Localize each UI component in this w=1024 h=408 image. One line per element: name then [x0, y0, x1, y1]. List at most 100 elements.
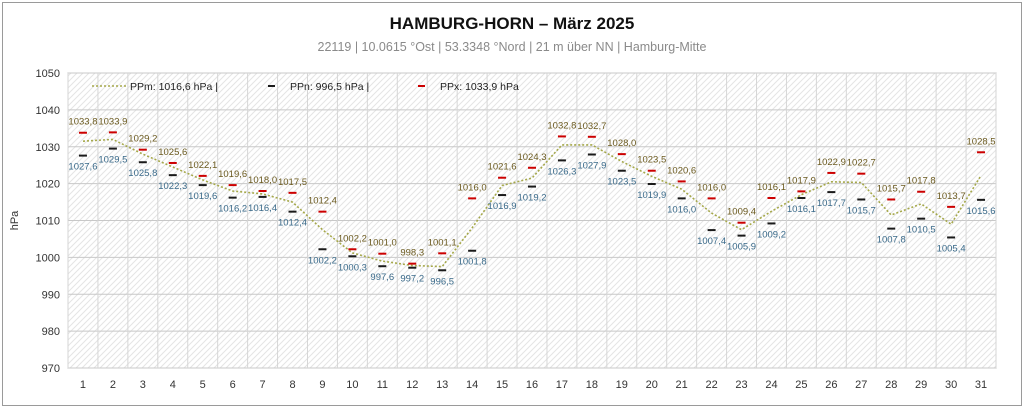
- data-label-ppn: 997,6: [370, 272, 394, 283]
- data-label-ppx: 1020,6: [667, 165, 696, 176]
- data-label-ppx: 1023,5: [637, 155, 666, 166]
- x-tick-label: 23: [735, 379, 747, 391]
- data-label-ppx: 1028,0: [607, 138, 636, 149]
- legend-label-ppx: PPx: 1033,9 hPa: [440, 81, 519, 93]
- x-tick-label: 27: [855, 379, 867, 391]
- data-label-ppx: 1032,7: [577, 121, 606, 132]
- data-label-ppx: 1017,9: [787, 175, 816, 186]
- data-label-ppn: 1027,9: [577, 160, 606, 171]
- data-label-ppn: 1015,6: [967, 206, 996, 217]
- data-label-ppn: 1016,4: [248, 203, 277, 214]
- y-tick-label: 1030: [36, 142, 60, 154]
- data-label-ppx: 1016,0: [458, 182, 487, 193]
- data-label-ppn: 1005,9: [727, 242, 756, 253]
- data-label-ppn: 1015,7: [847, 205, 876, 216]
- data-label-ppx: 1013,7: [937, 191, 966, 202]
- chart-subtitle: 22119 | 10.0615 °Ost | 53.3348 °Nord | 2…: [317, 40, 707, 54]
- x-tick-label: 4: [170, 379, 176, 391]
- y-axis-label: hPa: [9, 210, 21, 230]
- data-label-ppn: 996,5: [430, 276, 454, 287]
- data-label-ppx: 1009,4: [727, 207, 756, 218]
- x-tick-label: 31: [975, 379, 987, 391]
- x-tick-label: 7: [260, 379, 266, 391]
- y-tick-label: 1000: [36, 252, 60, 264]
- data-label-ppx: 1019,6: [218, 169, 247, 180]
- legend-label-ppn: PPn: 996,5 hPa |: [290, 81, 369, 93]
- x-tick-label: 9: [319, 379, 325, 391]
- x-tick-label: 15: [496, 379, 508, 391]
- data-label-ppx: 1032,8: [547, 120, 576, 131]
- x-tick-label: 24: [765, 379, 777, 391]
- data-label-ppx: 1028,5: [967, 136, 996, 147]
- x-tick-label: 6: [230, 379, 236, 391]
- x-tick-label: 16: [526, 379, 538, 391]
- data-label-ppx: 1029,2: [128, 134, 157, 145]
- data-label-ppn: 1019,2: [517, 193, 546, 204]
- data-label-ppx: 1001,0: [368, 238, 397, 249]
- data-label-ppx: 1021,6: [488, 162, 517, 173]
- x-tick-label: 13: [436, 379, 448, 391]
- x-tick-label: 5: [200, 379, 206, 391]
- data-label-ppx: 1022,7: [847, 158, 876, 169]
- x-tick-label: 11: [377, 379, 388, 391]
- data-label-ppx: 1017,8: [907, 176, 936, 187]
- data-label-ppx: 1017,5: [278, 177, 307, 188]
- y-tick-label: 1040: [36, 105, 60, 117]
- data-label-ppn: 1000,3: [338, 262, 367, 273]
- data-label-ppx: 998,3: [400, 248, 424, 259]
- x-tick-label: 3: [140, 379, 146, 391]
- chart-title: HAMBURG-HORN – März 2025: [389, 14, 635, 33]
- x-tick-label: 20: [646, 379, 658, 391]
- data-label-ppn: 1016,2: [218, 204, 247, 215]
- data-label-ppn: 1026,3: [547, 166, 576, 177]
- x-tick-label: 14: [466, 379, 478, 391]
- data-label-ppx: 1016,0: [697, 182, 726, 193]
- data-label-ppn: 1016,0: [667, 204, 696, 215]
- data-label-ppn: 1022,3: [158, 181, 187, 192]
- x-tick-label: 21: [676, 379, 688, 391]
- x-tick-label: 1: [80, 379, 86, 391]
- data-label-ppn: 1016,1: [787, 204, 816, 215]
- data-label-ppx: 1015,7: [877, 183, 906, 194]
- x-tick-label: 10: [346, 379, 358, 391]
- data-label-ppn: 1029,5: [98, 155, 127, 166]
- x-tick-label: 28: [885, 379, 897, 391]
- data-label-ppn: 1023,5: [607, 177, 636, 188]
- data-label-ppx: 1022,9: [817, 157, 846, 168]
- data-label-ppn: 1010,5: [907, 225, 936, 236]
- data-label-ppn: 1001,8: [458, 257, 487, 268]
- x-tick-label: 12: [406, 379, 418, 391]
- data-label-ppx: 1002,2: [338, 233, 367, 244]
- data-label-ppn: 1017,7: [817, 198, 846, 209]
- data-label-ppx: 1033,8: [68, 117, 97, 128]
- y-axis-ticks: 970 980 990 1000 1010 1020 1030 1040 1050: [36, 68, 60, 375]
- data-label-ppn: 1005,4: [937, 243, 966, 254]
- series-layer: 1033,8 1033,91029,21025,61022,11019,61018…: [68, 116, 995, 287]
- x-tick-label: 22: [705, 379, 717, 391]
- data-label-ppx: 1018,0: [248, 175, 277, 186]
- data-label-ppx: 1025,6: [158, 147, 187, 158]
- chart-legend: PPm: 1016,6 hPa | PPn: 996,5 hPa | PPx: 10…: [92, 81, 519, 93]
- data-label-ppn: 1019,6: [188, 191, 217, 202]
- data-label-ppx: 1022,1: [188, 160, 217, 171]
- data-label-ppx: 1024,3: [517, 152, 546, 163]
- y-tick-label: 980: [42, 326, 60, 338]
- grid-lines: [67, 72, 997, 369]
- data-label-ppn: 1012,4: [278, 218, 307, 229]
- data-label-ppn: 1019,9: [637, 190, 666, 201]
- data-label-ppn: 1009,2: [757, 229, 786, 240]
- y-tick-label: 990: [42, 289, 60, 301]
- series-line-ppm: [82, 138, 982, 268]
- y-tick-label: 1020: [36, 179, 60, 191]
- x-tick-label: 26: [825, 379, 837, 391]
- x-tick-label: 2: [110, 379, 116, 391]
- data-label-ppx: 1001,1: [428, 237, 457, 248]
- y-tick-label: 1050: [36, 68, 60, 80]
- x-tick-label: 30: [945, 379, 957, 391]
- x-axis-ticks: 1 2 3 4 5 6 7 8 9 10 11 12 13 14 15 16 17 18 19 20 21 22 23 24 2…: [80, 379, 987, 391]
- x-tick-label: 19: [616, 379, 628, 391]
- data-label-ppn: 1016,9: [488, 201, 517, 212]
- data-label-ppn: 1007,4: [697, 236, 726, 247]
- data-label-ppn: 1002,2: [308, 255, 337, 266]
